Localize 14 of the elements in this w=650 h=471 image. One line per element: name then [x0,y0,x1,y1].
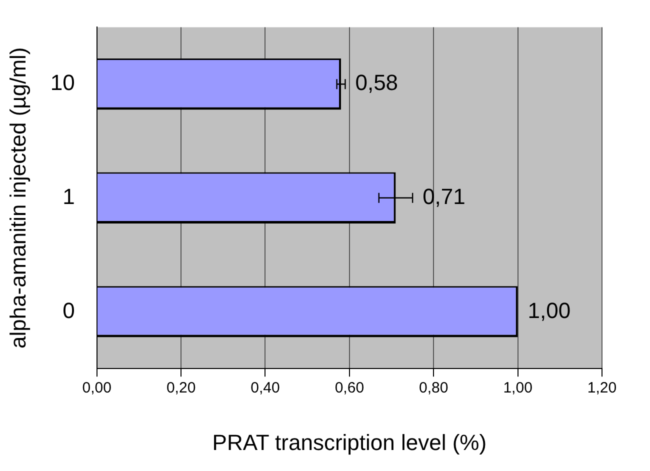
y-tick-label: 0 [62,298,75,323]
y-tick-label: 1 [62,184,75,209]
x-tick-label: 0,20 [166,380,196,397]
x-tick-label: 0,80 [419,380,448,397]
x-axis-title: PRAT transcription level (%) [212,430,487,455]
x-tick-label: 0,40 [250,380,280,397]
x-tick-label: 0,00 [82,380,112,397]
data-label: 1,00 [528,298,571,323]
x-tick-label: 1,20 [587,380,617,397]
y-tick-label: 10 [50,70,75,96]
x-tick-label: 1,00 [503,380,532,397]
y-axis-title: alpha-amanitin injected (µg/ml) [5,47,30,349]
data-label: 0,58 [355,70,398,96]
x-tick-label: 0,60 [334,380,364,397]
